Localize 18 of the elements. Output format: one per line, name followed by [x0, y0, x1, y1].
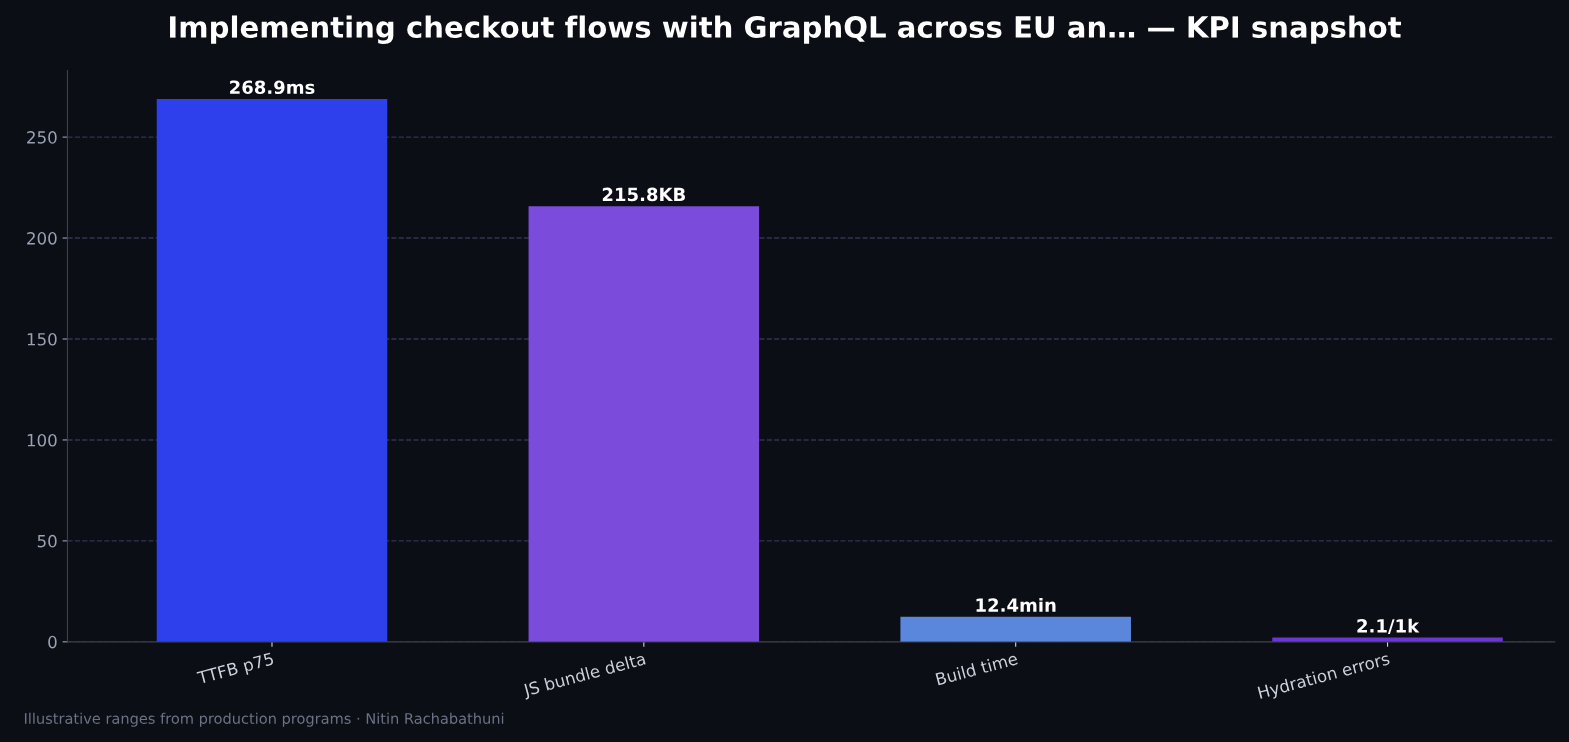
- x-tick-label: Build time: [935, 651, 1019, 686]
- chart-title: Implementing checkout flows with GraphQL across EU an… — KPI snapshot: [170, 15, 1401, 44]
- y-tick-label: 150: [27, 332, 57, 346]
- x-tick-label: JS bundle delta: [521, 651, 647, 700]
- y-tick-label: 50: [37, 534, 57, 548]
- bar: [900, 616, 1131, 642]
- data-label: 2.1/1k: [1357, 618, 1420, 635]
- bar: [528, 206, 760, 642]
- x-tick-label: TTFB p75: [196, 652, 275, 688]
- text: Illustrative ranges from production programs · Nitin Rachabathuni: [24, 712, 504, 727]
- y-tick-label: 0: [48, 635, 57, 649]
- y-tick-label: 250: [27, 131, 57, 144]
- data-label: 268.9ms: [230, 80, 315, 95]
- data-label: 12.4min: [976, 597, 1056, 612]
- y-tick-label: 100: [27, 433, 57, 447]
- data-label: 215.8KB: [602, 187, 685, 202]
- bar: [156, 98, 388, 642]
- y-tick-label: 200: [27, 232, 57, 245]
